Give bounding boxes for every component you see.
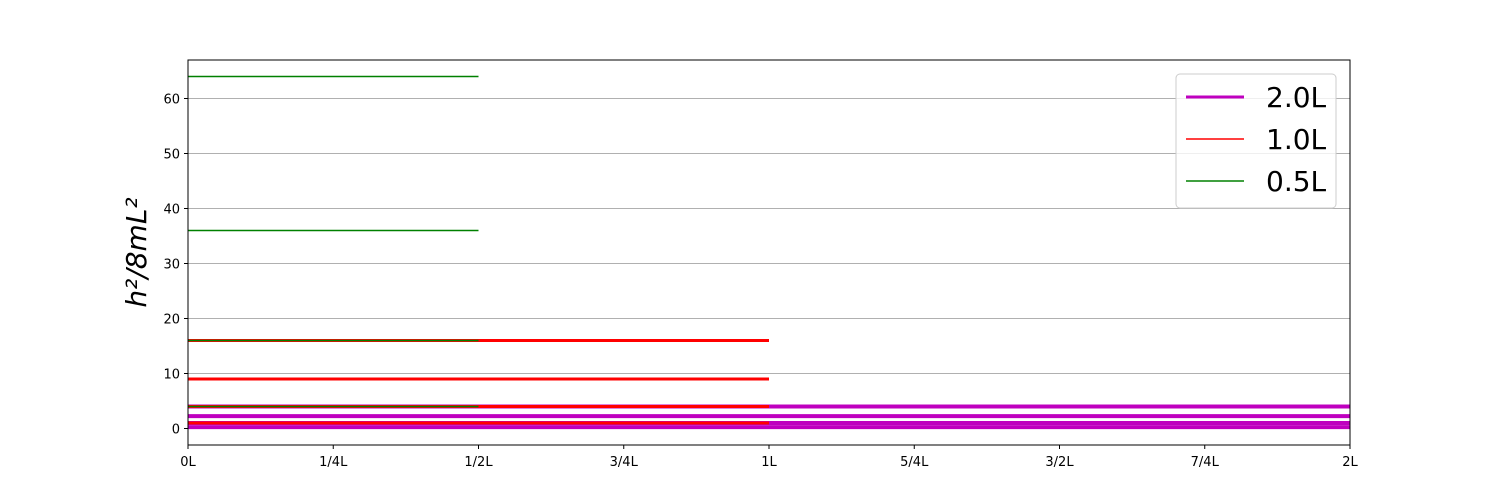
y-tick-label: 60 xyxy=(163,93,180,108)
y-tick-label: 20 xyxy=(163,313,180,328)
series-0-5L xyxy=(188,75,479,408)
y-tick-label: 40 xyxy=(163,203,180,218)
x-tick-label: 3/2L xyxy=(1045,455,1074,470)
series-1-0L xyxy=(188,339,769,425)
y-gridlines xyxy=(188,98,1350,429)
x-tick-label: 5/4L xyxy=(900,455,929,470)
legend: 2.0L 1.0L 0.5L xyxy=(1175,73,1337,209)
x-tick-label: 0L xyxy=(180,455,196,470)
y-tick-label: 0 xyxy=(172,423,180,438)
y-tick-label: 10 xyxy=(163,368,180,383)
legend-label: 2.0L xyxy=(1266,81,1327,114)
x-tick-label: 3/4L xyxy=(610,455,639,470)
y-axis-label: h²/8mL² xyxy=(120,197,153,307)
legend-label: 0.5L xyxy=(1266,165,1327,198)
series-layer xyxy=(188,75,1350,430)
y-axis-ticks: 0 10 20 30 40 50 60 xyxy=(163,93,188,438)
x-tick-label: 1L xyxy=(761,455,777,470)
legend-box xyxy=(1175,73,1337,209)
x-tick-label: 1/4L xyxy=(319,455,348,470)
legend-label: 1.0L xyxy=(1266,123,1327,156)
y-tick-label: 50 xyxy=(163,148,180,163)
y-tick-label: 30 xyxy=(163,258,180,273)
x-tick-label: 1/2L xyxy=(464,455,493,470)
x-tick-label: 7/4L xyxy=(1191,455,1220,470)
x-tick-label: 2L xyxy=(1342,455,1358,470)
x-axis-ticks: 0L 1/4L 1/2L 3/4L 1L 5/4L 3/2L 7/4L 2L xyxy=(180,445,1359,470)
